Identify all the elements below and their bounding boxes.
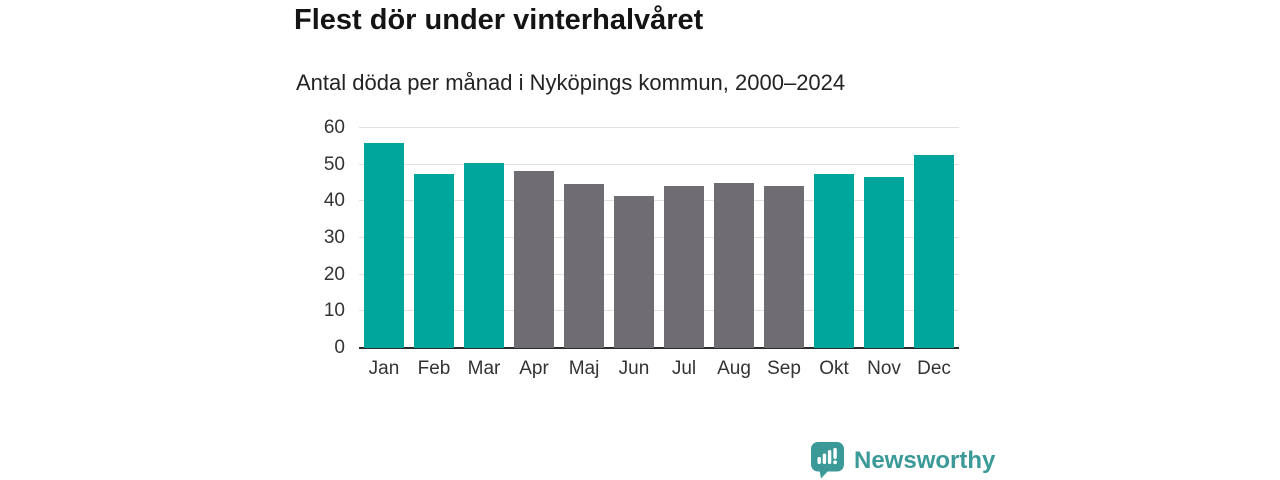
x-tick-label-jan: Jan xyxy=(368,358,400,379)
gridline xyxy=(359,127,959,128)
x-axis: Jan Feb Mar Apr Maj Jun Jul Aug Sep Okt Nov Dec xyxy=(359,357,959,383)
gridline xyxy=(359,310,959,312)
chart-title: Flest dör under vinterhalvåret xyxy=(294,4,704,36)
x-tick-label-apr: Apr xyxy=(519,358,549,379)
bar-sep xyxy=(764,185,804,348)
y-tick-label: 40 xyxy=(323,190,345,212)
newsworthy-logo-text: Newsworthy xyxy=(854,446,996,474)
bar-chart-speech-bubble-icon xyxy=(810,441,846,479)
bar-nov xyxy=(864,176,904,348)
bar-aug xyxy=(714,182,754,348)
y-tick-label: 50 xyxy=(323,153,345,175)
y-tick-label: 0 xyxy=(334,337,345,358)
gridline xyxy=(359,237,959,238)
gridline xyxy=(359,200,959,202)
bar-jun xyxy=(614,196,654,348)
bar-okt xyxy=(813,173,854,348)
bar-jul xyxy=(664,185,704,348)
y-axis: 0 10 20 30 40 50 60 xyxy=(280,117,345,358)
x-tick-label-jun: Jun xyxy=(618,358,650,379)
x-tick-label-sep: Sep xyxy=(767,358,801,379)
bar-apr xyxy=(514,170,554,348)
x-tick-label-mar: Mar xyxy=(467,358,501,379)
y-tick-label: 60 xyxy=(323,117,345,138)
chart-subtitle: Antal döda per månad i Nyköpings kommun,… xyxy=(296,70,846,95)
y-tick-label: 30 xyxy=(323,227,345,248)
x-tick-label-okt: Okt xyxy=(819,358,849,379)
x-tick-label-feb: Feb xyxy=(417,358,451,379)
bar-mar xyxy=(464,163,504,348)
x-tick-label-nov: Nov xyxy=(867,358,901,379)
x-tick-label-aug: Aug xyxy=(717,358,751,379)
x-axis-line xyxy=(359,347,959,349)
x-tick-label-dec: Dec xyxy=(917,358,951,379)
newsworthy-logo-link[interactable]: Newsworthy xyxy=(810,441,995,479)
bar-dec xyxy=(914,154,954,348)
plot-area xyxy=(359,127,959,349)
bar-maj xyxy=(564,184,604,348)
x-tick-label-maj: Maj xyxy=(568,358,600,379)
y-tick-label: 10 xyxy=(323,300,345,322)
y-tick-label: 20 xyxy=(323,263,345,285)
gridline xyxy=(359,163,959,165)
x-tick-label-jul: Jul xyxy=(671,358,697,379)
bar-feb xyxy=(414,173,454,348)
gridline xyxy=(359,273,959,275)
bar-jan xyxy=(363,142,404,348)
